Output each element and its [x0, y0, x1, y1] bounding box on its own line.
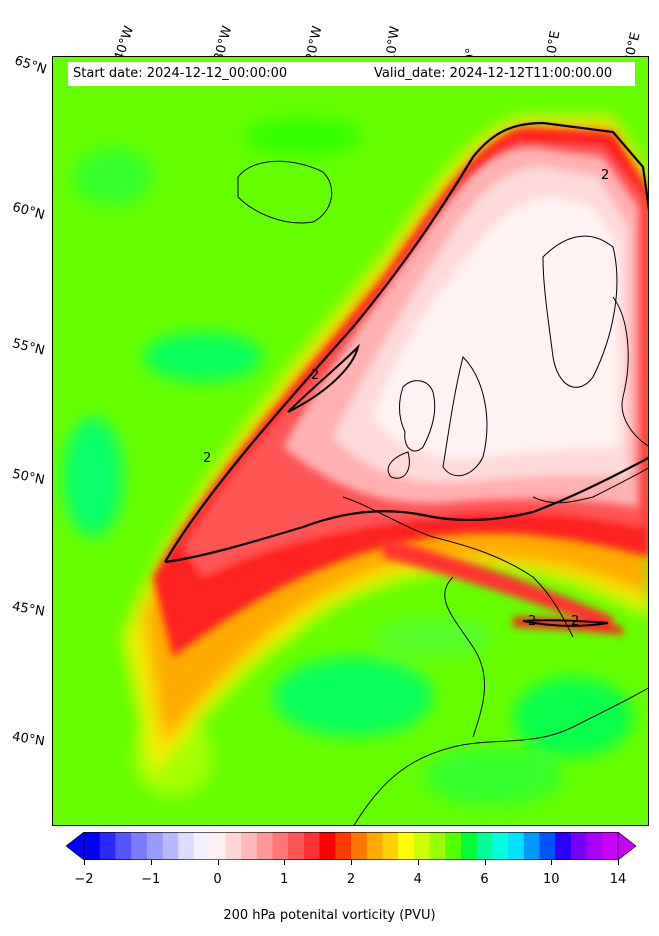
colorbar-cell — [241, 832, 258, 860]
lat-label-40n: 40°N — [11, 729, 46, 750]
colorbar-cell — [99, 832, 116, 860]
colorbar-tick-label: 1 — [280, 872, 289, 887]
colorbar-cell — [303, 832, 321, 860]
colorbar-tick-label: 10 — [542, 872, 560, 887]
colorbar-tick-label: 0 — [213, 872, 222, 887]
date-header-box — [68, 62, 635, 86]
colorbar-cell — [193, 832, 211, 860]
colorbar-cell — [429, 832, 446, 860]
colorbar-cell — [84, 832, 101, 860]
colorbar-tick-mark — [217, 860, 219, 865]
colorbar-cell — [476, 832, 493, 860]
colorbar-tick-label: −2 — [74, 872, 94, 887]
colorbar-tick-mark — [417, 860, 419, 865]
colorbar-tick-mark — [551, 860, 553, 865]
colorbar-tick-label: 6 — [480, 872, 489, 887]
colorbar-cell — [570, 832, 588, 860]
contour-label-a: 2 — [203, 451, 211, 466]
colorbar-tick-mark — [351, 860, 352, 865]
colorbar-cell — [115, 832, 132, 860]
colorbar-cell — [162, 832, 179, 860]
colorbar-cell — [539, 832, 556, 860]
coastlines — [237, 160, 648, 825]
colorbar-cell — [131, 832, 148, 860]
lat-label-65n: 65°N — [12, 53, 49, 78]
pv-core — [283, 147, 638, 507]
colorbar-tick-mark — [84, 860, 85, 865]
colorbar-cell — [178, 832, 195, 860]
start-date-label: Start date: 2024-12-12_00:00:00 — [73, 66, 288, 81]
colorbar-cell — [288, 832, 305, 860]
colorbar-cell — [209, 832, 226, 860]
colorbar-cell — [382, 832, 399, 860]
colorbar-cell — [351, 832, 368, 860]
pv-map-panel: 2 2 2 2 2 — [52, 56, 649, 826]
colorbar-cell — [272, 832, 289, 860]
colorbar-tick-label: −1 — [141, 872, 161, 887]
colorbar-cell — [398, 832, 415, 860]
colorbar-tick-mark — [618, 860, 619, 865]
colorbar-cell — [256, 832, 273, 860]
colorbar-tick-label: 4 — [413, 872, 422, 887]
colorbar-svg — [65, 831, 637, 861]
valid-date-label: Valid_date: 2024-12-12T11:00:00.00 — [374, 66, 613, 81]
colorbar-cell — [319, 832, 336, 860]
colorbar-cell — [508, 832, 525, 860]
colorbar-label: 200 hPa potenital vorticity (PVU) — [223, 908, 436, 923]
colorbar-left-arrow — [65, 831, 85, 861]
colorbar-cell — [445, 832, 462, 860]
lat-label-55n: 55°N — [10, 336, 47, 359]
colorbar-cell — [413, 832, 431, 860]
colorbar — [65, 831, 637, 861]
pv-field-plot: 2 2 2 2 2 — [53, 57, 648, 825]
colorbar-right-arrow — [617, 831, 637, 861]
contour-label-e: 2 — [601, 168, 609, 183]
contour-label-d: 2 — [571, 614, 579, 629]
lat-label-50n: 50°N — [10, 466, 46, 489]
pv-contour-2 — [164, 121, 648, 564]
colorbar-tick-mark — [484, 860, 486, 865]
lat-label-60n: 60°N — [10, 199, 47, 224]
contour-label-b: 2 — [311, 368, 319, 383]
colorbar-cell — [555, 832, 572, 860]
contour-label-c: 2 — [528, 614, 536, 629]
colorbar-cell — [225, 832, 242, 860]
colorbar-tick-mark — [150, 860, 152, 865]
colorbar-cell — [460, 832, 478, 860]
pv-contour-2-inner — [287, 343, 360, 413]
pv-contour-2-south — [522, 619, 609, 627]
colorbar-cell — [335, 832, 352, 860]
colorbar-cell — [602, 832, 619, 860]
colorbar-cell — [146, 832, 164, 860]
colorbar-tick-label: 14 — [609, 872, 627, 887]
colorbar-cell — [586, 832, 603, 860]
colorbar-cell — [366, 832, 383, 860]
colorbar-cell — [523, 832, 540, 860]
colorbar-tick-label: 2 — [346, 872, 356, 887]
lat-label-45n: 45°N — [10, 599, 46, 620]
colorbar-cell — [492, 832, 509, 860]
colorbar-tick-mark — [284, 860, 286, 865]
